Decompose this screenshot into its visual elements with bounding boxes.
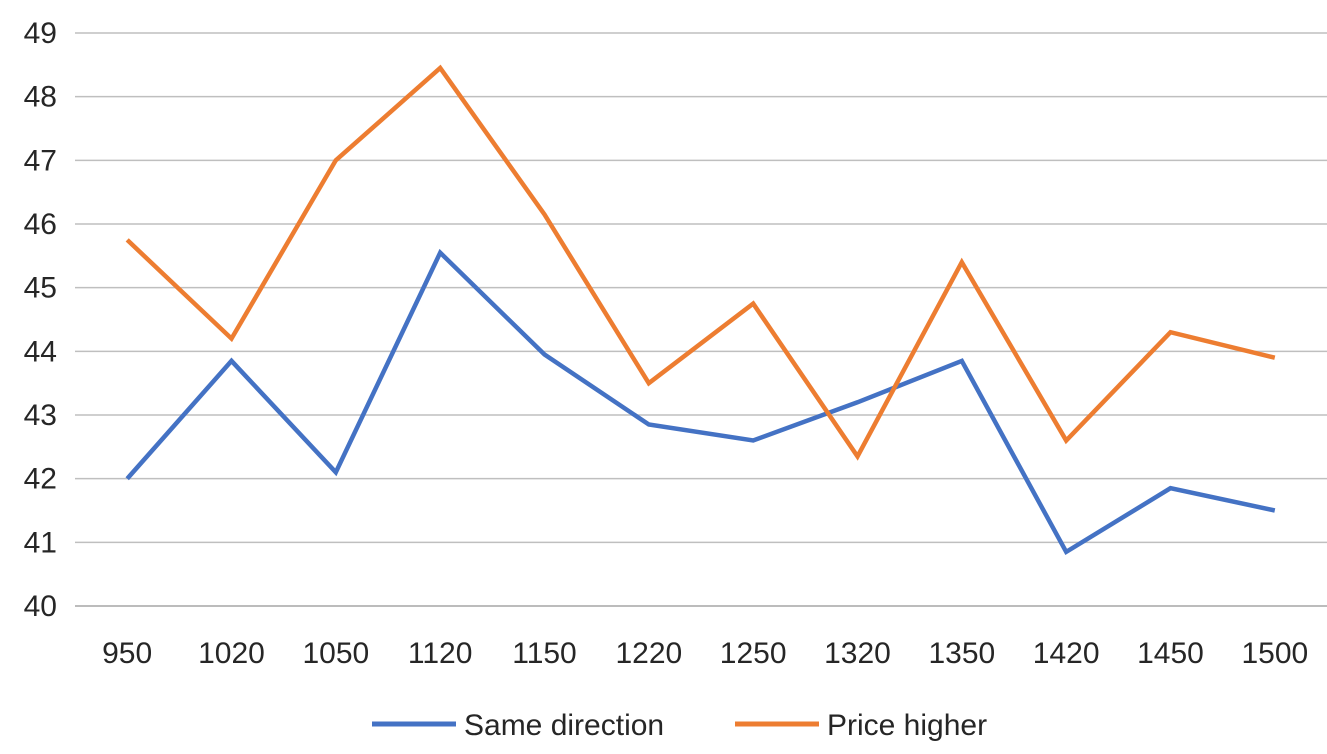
y-tick-label: 43 (24, 399, 57, 432)
x-tick-label: 1120 (408, 637, 473, 670)
x-tick-label: 1450 (1137, 637, 1204, 670)
legend-label-same-direction: Same direction (464, 709, 664, 742)
y-tick-label: 44 (24, 335, 57, 368)
x-axis-ticks: 950 1020 1050 1120 1150 1220 1250 1320 1350 1420 1… (102, 637, 1308, 670)
y-tick-label: 40 (24, 590, 57, 623)
x-tick-label: 1320 (824, 637, 891, 670)
x-tick-label: 1150 (512, 637, 577, 670)
x-tick-label: 1250 (720, 637, 787, 670)
x-tick-label: 1500 (1241, 637, 1308, 670)
y-tick-label: 45 (24, 272, 57, 305)
series-line-price-higher (125, 64, 1276, 461)
y-tick-label: 42 (24, 463, 57, 496)
legend: Same direction Price higher (372, 709, 987, 742)
legend-label-price-higher: Price higher (827, 709, 987, 742)
x-tick-label: 1020 (198, 637, 265, 670)
gridlines (75, 32, 1327, 607)
y-tick-label: 47 (24, 144, 57, 177)
y-tick-label: 49 (24, 17, 57, 50)
x-tick-label: 1050 (302, 637, 369, 670)
x-tick-label: 1350 (928, 637, 995, 670)
y-tick-label: 41 (24, 526, 57, 559)
x-tick-label: 950 (102, 637, 152, 670)
y-axis-ticks: 40 41 42 43 44 45 46 47 48 49 (24, 17, 57, 623)
y-tick-label: 48 (24, 81, 57, 114)
y-tick-label: 46 (24, 208, 57, 241)
x-tick-label: 1420 (1033, 637, 1100, 670)
series-line-same-direction (125, 248, 1276, 556)
x-tick-label: 1220 (615, 637, 682, 670)
series-lines (125, 64, 1276, 556)
